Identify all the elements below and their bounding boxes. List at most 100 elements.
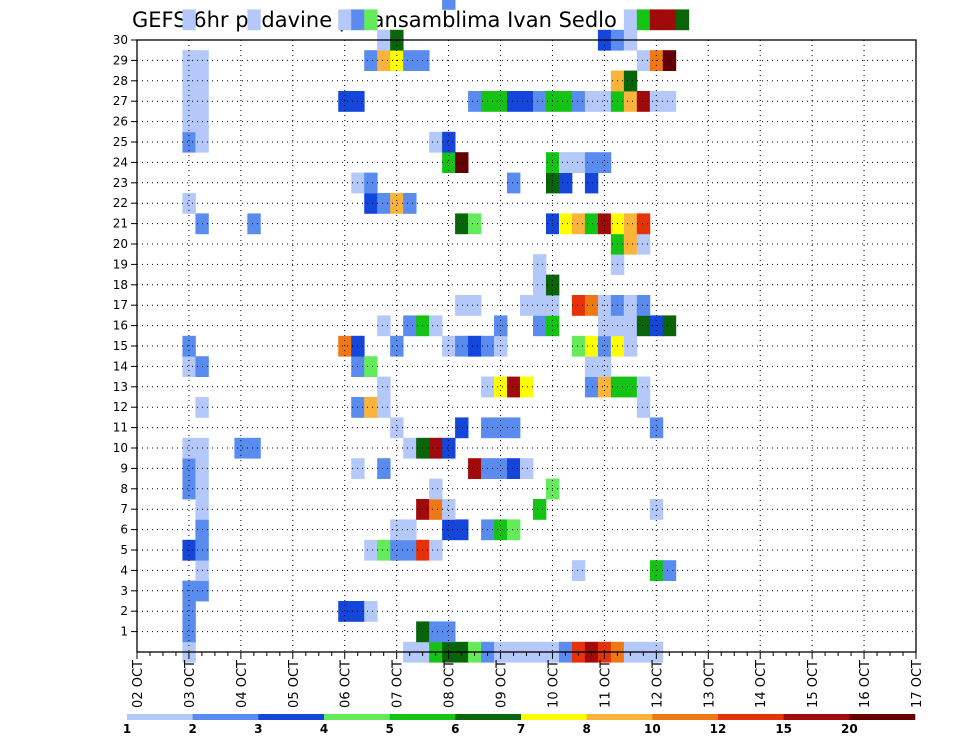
y-tick-label: 22 [113,196,128,210]
heatmap-cell [338,601,352,622]
colorbar-label: 8 [582,722,590,736]
x-tick-label: 15 OCT [806,660,821,708]
heatmap-cell [377,376,391,398]
heatmap-cell [649,91,664,112]
heatmap-cell [468,335,482,357]
heatmap-cell [182,356,196,377]
y-tick-label: 14 [113,359,128,373]
colorbar-label: 5 [385,722,393,736]
heatmap-cell [494,458,508,479]
heatmap-cell [182,111,196,133]
colorbar-label: 4 [320,722,328,736]
heatmap-cell [649,417,664,439]
heatmap-cell [494,91,508,112]
heatmap-cell [520,458,534,479]
colorbar-swatch [455,714,522,720]
y-tick-label: 11 [113,421,128,435]
colorbar-label: 3 [254,722,262,736]
y-tick-label: 17 [113,298,128,312]
heatmap-cell [442,335,456,357]
y-tick-label: 18 [113,278,128,292]
heatmap-cell [520,376,534,398]
y-tick-label: 26 [113,115,128,129]
heatmap-cell [403,437,417,459]
heatmap-cell [507,458,521,479]
heatmap-cell [364,356,378,377]
colorbar-swatch [324,714,390,720]
heatmap-cell [507,417,521,439]
x-tick-label: 02 OCT [131,660,146,708]
x-tick-label: 16 OCT [858,660,873,708]
x-tick-label: 08 OCT [443,660,458,708]
heatmap-cell [494,376,508,398]
x-axis: 02 OCT 03 OCT 04 OCT 05 OCT 06 OCT 07 OCT 08 O… [131,652,925,708]
x-tick-label: 07 OCT [391,660,406,708]
heatmap-cell [182,621,196,643]
y-tick-label: 1 [120,625,128,639]
heatmap-cell [455,152,469,173]
heatmap-cell [338,91,352,112]
colorbar-label: 1 [123,722,131,736]
heatmap-cell [649,499,664,520]
y-tick-label: 29 [113,53,128,67]
heatmap-cell [623,295,638,316]
heatmap-cell [455,335,469,357]
plot-frame [136,39,917,653]
colorbar-label: 20 [841,722,858,736]
x-tick-label: 10 OCT [546,660,561,708]
heatmap-cell [597,356,612,377]
x-tick-label: 03 OCT [183,660,198,708]
heatmap-cell [377,539,391,561]
y-tick-label: 15 [113,339,128,353]
y-tick-label: 20 [113,237,128,251]
heatmap-cell [571,295,586,316]
y-tick-label: 12 [113,400,128,414]
heatmap-cell [662,9,677,31]
heatmap-cell [532,254,547,275]
heatmap-cell [636,295,651,316]
heatmap-cell [377,397,391,418]
y-tick-label: 24 [113,155,128,169]
heatmap-cell [532,274,547,296]
heatmap-cell [442,519,456,541]
heatmap-cell [507,376,521,398]
heatmap-cell [338,9,352,31]
heatmap-cell [377,50,391,71]
heatmap-cell [429,478,443,500]
colorbar-label: 15 [775,722,792,736]
heatmap-cell [364,397,378,418]
heatmap-cell [442,131,456,153]
heatmap-cell [597,91,612,112]
heatmap-cell [390,193,404,214]
heatmap-cell [468,213,482,235]
heatmap-cell [662,91,677,112]
colorbar-label: 2 [188,722,196,736]
heatmap-cell [403,315,417,337]
heatmap-cell [571,560,586,581]
heatmap-cell [662,560,677,581]
heatmap-cell [558,152,573,173]
colorbar-swatch [586,714,653,720]
colorbar-label: 7 [517,722,525,736]
heatmap-cell [364,9,378,31]
y-tick-label: 28 [113,74,128,88]
heatmap-cell [455,417,469,439]
heatmap-cell [429,499,443,520]
colorbar-swatch [258,714,325,720]
heatmap-cell [649,9,664,31]
colorbar-swatch [718,714,784,720]
heatmap-cell [182,478,196,500]
heatmap-cell [182,193,196,214]
colorbar-swatch [192,714,259,720]
heatmap-cell [429,131,443,153]
x-tick-label: 17 OCT [910,660,925,708]
heatmap-cell [623,91,638,112]
heatmap-cell [494,417,508,439]
y-tick-label: 30 [113,33,128,47]
x-tick-label: 14 OCT [754,660,769,708]
heatmap-cell [584,335,599,357]
x-tick-label: 06 OCT [339,660,354,708]
y-tick-label: 25 [113,135,128,149]
heatmap-cell [247,213,261,235]
